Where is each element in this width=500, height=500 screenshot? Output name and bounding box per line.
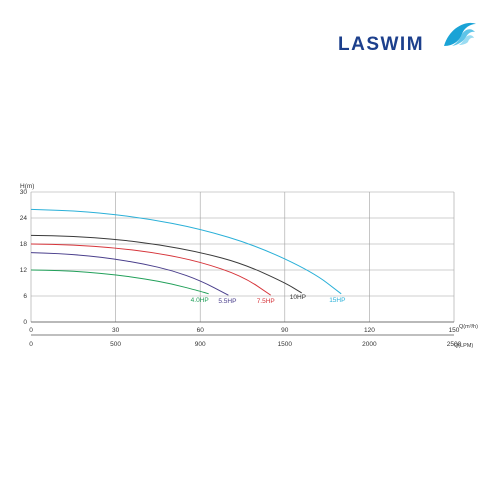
- x-axis-label-bottom: Q(LPM): [454, 343, 473, 349]
- y-tick-label: 6: [23, 293, 27, 300]
- x-tick-label-top: 120: [364, 327, 375, 334]
- series-label: 5.5HP: [218, 298, 236, 305]
- y-axis-label: H(m): [20, 183, 34, 190]
- series-label: 7.5HP: [257, 298, 275, 305]
- x-tick-label-bottom: 900: [195, 341, 206, 348]
- x-tick-label-bottom: 1500: [278, 341, 293, 348]
- x-axis-label-top: Q(m³/h): [459, 324, 478, 330]
- x-tick-label-bottom: 0: [29, 341, 33, 348]
- series-label: 15HP: [329, 297, 345, 304]
- series-line-15hp: [30, 208, 342, 295]
- brand-logo: LASWIM: [338, 18, 478, 58]
- x-tick-label-bottom: 2500: [447, 341, 462, 348]
- series: [30, 208, 342, 296]
- shell-logo-icon: [444, 22, 476, 46]
- x-tick-label-bottom: 2000: [362, 341, 377, 348]
- series-label: 4.0HP: [191, 297, 209, 304]
- y-tick-label: 18: [20, 241, 28, 248]
- y-tick-label: 24: [20, 215, 28, 222]
- x-tick-label-top: 30: [112, 327, 120, 334]
- y-tick-label: 0: [23, 319, 27, 326]
- series-line-7-5hp: [30, 243, 271, 296]
- x-tick-label-top: 0: [29, 327, 33, 334]
- series-labels: 4.0HP 5.5HP 7.5HP 10HP 15HP: [191, 294, 346, 305]
- brand-name: LASWIM: [338, 34, 425, 55]
- x-tick-label-top: 90: [281, 327, 289, 334]
- series-line-4-0hp: [30, 269, 209, 295]
- series-label: 10HP: [290, 294, 306, 301]
- axes: [31, 321, 454, 336]
- x-tick-label-bottom: 500: [110, 341, 121, 348]
- series-line-5-5hp: [30, 252, 229, 296]
- x-tick-label-top: 150: [449, 327, 460, 334]
- x-tick-label-top: 60: [197, 327, 205, 334]
- y-tick-label: 30: [20, 189, 28, 196]
- series-line-10hp: [30, 234, 302, 294]
- y-tick-label: 12: [20, 267, 28, 274]
